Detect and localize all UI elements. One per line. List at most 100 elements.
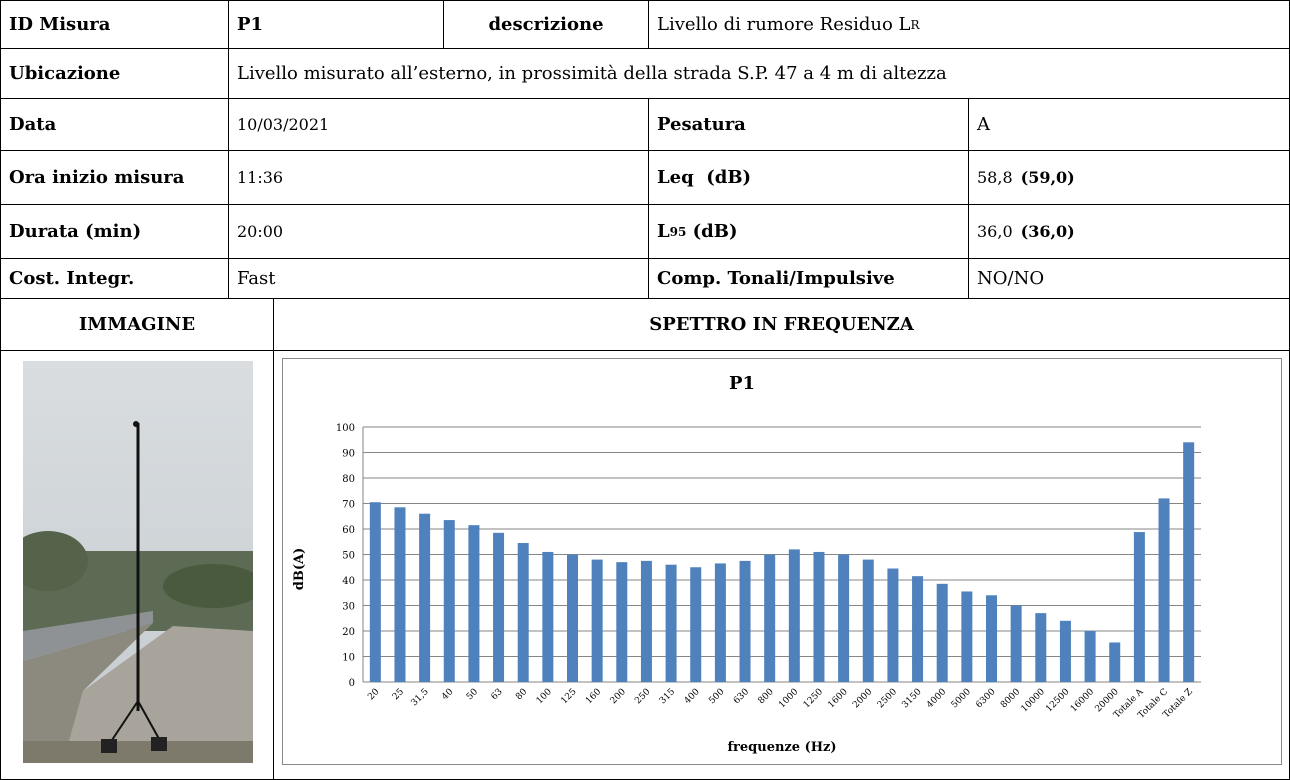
cell-value: NO/NO [968, 258, 1290, 299]
y-tick-label: 10 [342, 653, 355, 664]
cell-label: Ora inizio misura [0, 150, 229, 205]
y-tick-label: 0 [349, 678, 355, 689]
bar [468, 525, 480, 682]
x-tick-label: 200 [609, 687, 628, 706]
photo [23, 361, 253, 763]
bar [764, 554, 776, 682]
cell-label: descrizione [443, 0, 649, 49]
cell-header: IMMAGINE [0, 298, 274, 351]
cell-label: Data [0, 98, 229, 151]
bar [640, 560, 652, 682]
cell-label: Ubicazione [0, 48, 229, 99]
cell-label: Comp. Tonali/Impulsive [648, 258, 969, 299]
text: 36,0 [977, 222, 1013, 241]
x-tick-label: 630 [732, 687, 751, 706]
bar [369, 502, 381, 682]
text: (dB) [686, 221, 738, 242]
y-axis-label: dB(A) [292, 548, 307, 590]
bar [912, 576, 924, 682]
y-tick-label: 50 [342, 551, 355, 562]
bar [1059, 620, 1071, 682]
cell-value: Livello misurato all’esterno, in prossim… [228, 48, 1290, 99]
x-tick-label: 4000 [925, 687, 948, 710]
y-tick-label: 20 [342, 627, 355, 638]
x-tick-label: 3150 [900, 687, 923, 710]
bar [443, 520, 455, 682]
x-tick-label: 800 [757, 687, 776, 706]
bar [419, 513, 431, 682]
bar [1158, 498, 1170, 682]
cell-label: Durata (min) [0, 204, 229, 259]
cell-value: P1 [228, 0, 444, 49]
cell-value: 20:00 [228, 204, 649, 259]
x-tick-label: 315 [658, 687, 677, 706]
cell-label: ID Misura [0, 0, 229, 49]
y-tick-label: 70 [342, 500, 355, 511]
cell-label: Pesatura [648, 98, 969, 151]
text: 58,8 [977, 168, 1013, 187]
x-tick-label: 500 [707, 687, 726, 706]
x-tick-label: 250 [633, 687, 652, 706]
x-tick-label: 16000 [1069, 687, 1097, 715]
x-tick-label: 40 [440, 687, 455, 702]
text: (59,0) [1020, 168, 1075, 187]
x-axis-label: frequenze (Hz) [727, 740, 836, 755]
chart: P1 dB(A) frequenze (Hz) 0 10 20 30 40 50 60 70 8… [282, 358, 1282, 765]
text: Livello di rumore Residuo L [657, 14, 911, 35]
x-tick-label: 6300 [974, 687, 997, 710]
bar [986, 595, 997, 682]
x-tick-label: 25 [391, 687, 406, 702]
cell-value: 36,0 (36,0) [968, 204, 1290, 259]
bar [493, 532, 505, 682]
subscript: R [910, 17, 920, 32]
x-tick-label: 2500 [876, 687, 899, 710]
text: L [657, 221, 670, 242]
x-tick-label: 400 [683, 687, 702, 706]
bar [665, 564, 677, 682]
x-tick-label: 12500 [1044, 687, 1072, 715]
cell-label: L 95 (dB) [648, 204, 969, 259]
cell-value: A [968, 98, 1290, 151]
bar [1010, 605, 1022, 682]
cell-value: Fast [228, 258, 649, 299]
cell-header: SPETTRO IN FREQUENZA [273, 298, 1290, 351]
bar [739, 560, 751, 682]
bar [1035, 613, 1047, 682]
bar [714, 563, 726, 682]
cell-value: 58,8 (59,0) [968, 150, 1290, 205]
cell-value: 11:36 [228, 150, 649, 205]
chart-title: P1 [729, 373, 755, 394]
x-tick-label: 80 [514, 687, 529, 702]
cell-label: Leq (dB) [648, 150, 969, 205]
bar [1183, 442, 1195, 682]
bar [838, 554, 850, 682]
bar [887, 568, 899, 682]
bar [862, 559, 874, 682]
bar [567, 554, 578, 682]
bar [813, 551, 825, 682]
x-tick-label: 1600 [826, 687, 849, 710]
y-tick-label: 30 [342, 602, 355, 613]
bar [961, 591, 973, 682]
x-tick-label: 2000 [851, 687, 874, 710]
bar [591, 559, 603, 682]
image-cell [0, 350, 274, 780]
x-tick-label: 100 [535, 687, 554, 706]
bar [517, 543, 529, 682]
bar [1109, 642, 1121, 682]
bar [1133, 532, 1145, 682]
bar [690, 567, 702, 682]
subscript: 95 [669, 224, 687, 239]
y-tick-label: 90 [342, 449, 355, 460]
x-tick-label: 5000 [950, 687, 973, 710]
x-tick-label: 31,5 [409, 687, 430, 708]
x-tick-label: 125 [559, 687, 578, 706]
bar [542, 551, 554, 682]
x-tick-label: 1000 [777, 687, 800, 710]
x-tick-label: 1250 [802, 687, 825, 710]
x-tick-label: 63 [490, 687, 505, 702]
bar [1084, 631, 1096, 682]
bar [394, 507, 406, 682]
